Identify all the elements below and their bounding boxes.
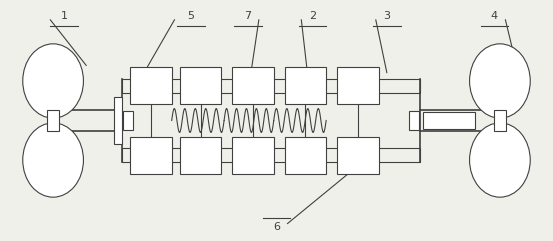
Bar bbox=[47, 110, 59, 131]
Ellipse shape bbox=[23, 44, 84, 118]
Bar bbox=[122, 79, 420, 93]
Bar bbox=[337, 137, 379, 174]
Ellipse shape bbox=[23, 123, 84, 197]
Text: 4: 4 bbox=[491, 11, 498, 21]
Bar bbox=[122, 148, 420, 162]
Bar bbox=[285, 67, 326, 104]
Text: 7: 7 bbox=[244, 11, 252, 21]
Bar bbox=[180, 67, 221, 104]
Ellipse shape bbox=[469, 123, 530, 197]
Bar bbox=[285, 137, 326, 174]
Text: 6: 6 bbox=[273, 222, 280, 232]
Bar bbox=[337, 67, 379, 104]
Bar bbox=[409, 111, 419, 130]
Text: 5: 5 bbox=[187, 11, 195, 21]
Bar bbox=[131, 137, 171, 174]
Bar bbox=[494, 110, 506, 131]
Bar bbox=[232, 137, 274, 174]
Bar bbox=[422, 112, 475, 129]
Text: 3: 3 bbox=[383, 11, 390, 21]
Bar bbox=[123, 111, 133, 130]
Ellipse shape bbox=[469, 44, 530, 118]
Text: 1: 1 bbox=[61, 11, 67, 21]
Bar bbox=[232, 67, 274, 104]
Bar bbox=[131, 67, 171, 104]
Bar bbox=[180, 137, 221, 174]
Text: 2: 2 bbox=[309, 11, 316, 21]
Bar bbox=[114, 97, 122, 144]
